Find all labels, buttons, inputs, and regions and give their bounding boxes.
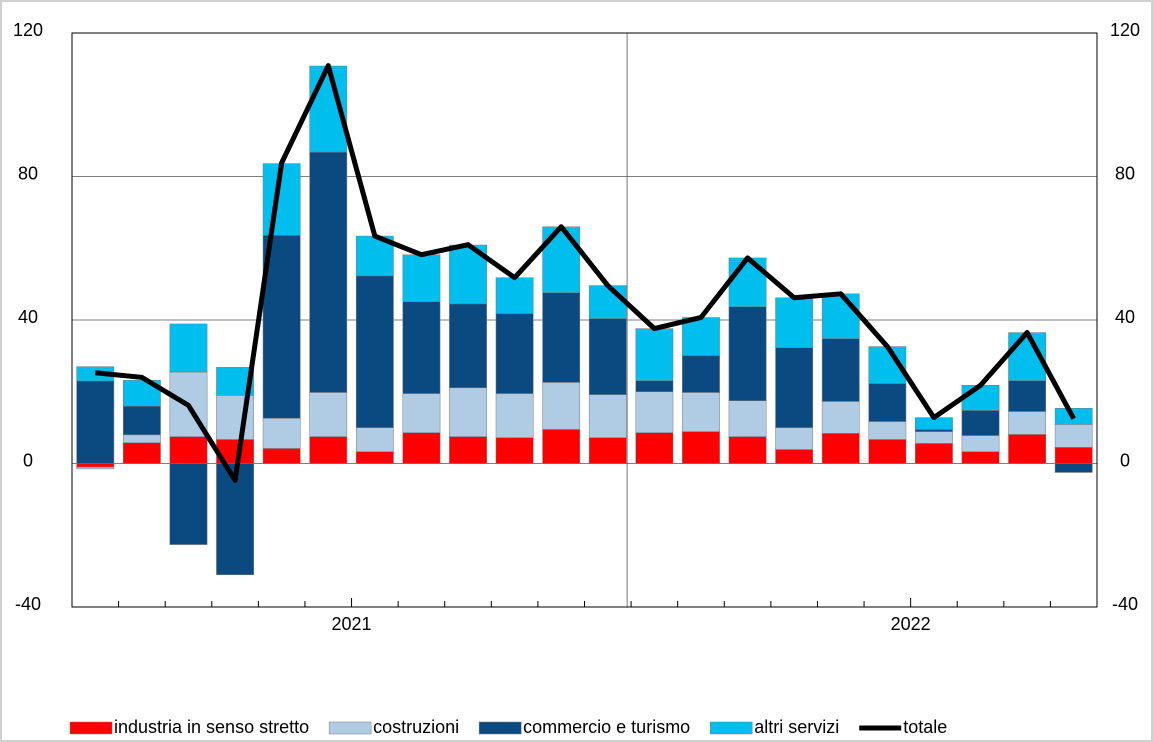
bar-segment [169, 436, 208, 464]
legend-label: totale [903, 717, 947, 737]
bar-segment [169, 463, 208, 545]
bar-segment [588, 285, 627, 319]
legend-swatch [69, 721, 113, 735]
bar-segment [309, 151, 348, 393]
x-tick-label: 2022 [891, 614, 931, 634]
bar-segment [915, 431, 953, 444]
bar-segment [1054, 447, 1093, 464]
bar-segment [682, 431, 720, 464]
bar-segment [449, 387, 487, 437]
bar-segment [402, 393, 441, 433]
y2-tick-label: -40 [1112, 594, 1138, 614]
bar-segment [775, 427, 814, 450]
y-tick-label: 120 [13, 20, 43, 40]
bar-segment [309, 436, 348, 464]
bar-segment [588, 318, 627, 395]
bar-segment [495, 277, 534, 314]
legend-label: altri servizi [754, 717, 839, 737]
y2-tick-label: 80 [1115, 163, 1135, 183]
bar-segment [682, 392, 720, 432]
bar-segment [542, 292, 581, 383]
bar-segment [635, 432, 674, 464]
bar-segment [821, 293, 860, 339]
bar-segment [355, 275, 394, 428]
y-tick-label: -40 [15, 594, 41, 614]
total-line [95, 63, 1076, 483]
bar-segment [775, 297, 814, 348]
bar-segment [682, 355, 720, 393]
y2-tick-label: 40 [1115, 307, 1135, 327]
bar-segment [76, 466, 115, 470]
bar-segment [1008, 380, 1047, 412]
y2-tick-label: 0 [1120, 450, 1130, 470]
bar-segment [542, 226, 581, 293]
bar-segment [1008, 434, 1047, 464]
bar-segment [1008, 411, 1047, 435]
bar-segment [682, 317, 720, 356]
plot-frame [71, 32, 1098, 608]
bar-segment [728, 257, 767, 307]
legend-swatch [478, 721, 522, 735]
bar-segment [775, 347, 814, 428]
bar-segment [262, 235, 301, 419]
bar-segment [588, 394, 627, 438]
bar-segment [588, 437, 627, 464]
y-tick-label: 80 [18, 163, 38, 183]
legend-label: industria in senso stretto [114, 717, 309, 737]
bar-segment [449, 303, 487, 389]
bar-segment [728, 436, 767, 464]
bar-segment [542, 382, 581, 430]
bar-segment [495, 313, 534, 394]
bar-segment [961, 435, 1000, 452]
bar-segment [542, 429, 581, 464]
x-tick-label: 2021 [332, 614, 372, 634]
legend-swatch [709, 721, 753, 735]
bar-segment [868, 383, 907, 422]
bar-segment [355, 451, 394, 464]
bar-segment [775, 449, 814, 464]
bar-segment [821, 401, 860, 434]
legend-label: costruzioni [373, 717, 459, 737]
y2-tick-label: 120 [1110, 20, 1140, 40]
bar-segment [961, 410, 1000, 436]
bar-segment [961, 385, 1000, 411]
bar-segment [495, 393, 534, 438]
y-tick-label: 40 [18, 307, 38, 327]
bar-segment [123, 405, 161, 436]
bar-segment [728, 306, 767, 401]
bar-segment [402, 254, 441, 302]
bar-segment [635, 391, 674, 433]
bar-segment [635, 328, 674, 381]
bar-segment [309, 392, 348, 437]
bar-segment [635, 380, 674, 393]
bar-segment [868, 421, 907, 440]
bar-segment [1054, 424, 1093, 448]
bar-segment [355, 427, 394, 452]
y-tick-label: 0 [23, 450, 33, 470]
bar-segment [728, 400, 767, 437]
bar-segment [961, 451, 1000, 464]
legend-label: commercio e turismo [523, 717, 690, 737]
legend-swatch [328, 721, 372, 735]
bar-segment [76, 463, 115, 468]
bar-segment [915, 429, 953, 432]
bar-segment [123, 442, 161, 464]
bar-segment [402, 432, 441, 464]
bar-segment [123, 434, 161, 443]
bar-segment [262, 448, 301, 464]
bar-segment [262, 418, 301, 449]
bar-segment [76, 380, 115, 464]
bar-segment [169, 323, 208, 373]
bar-segment [449, 436, 487, 464]
bar-segment [495, 437, 534, 464]
bar-segment [915, 443, 953, 464]
bar-segment [821, 433, 860, 464]
bar-segment [821, 338, 860, 402]
bar-segment [868, 439, 907, 464]
bar-segment [1054, 463, 1093, 473]
bar-segment [402, 301, 441, 394]
